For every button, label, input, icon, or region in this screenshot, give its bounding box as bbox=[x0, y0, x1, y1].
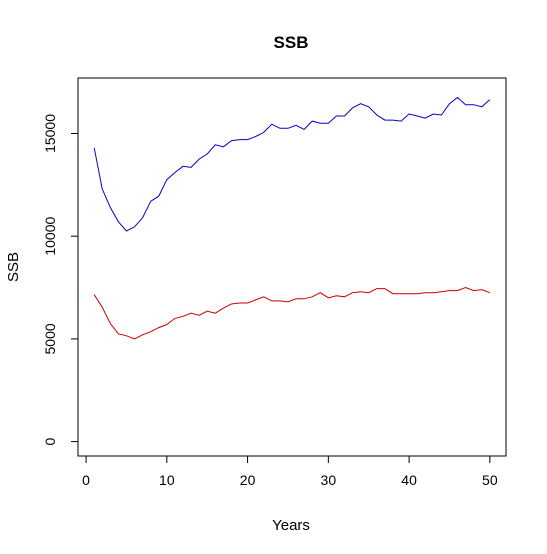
x-axis-label: Years bbox=[272, 517, 310, 534]
y-axis: 0 5000 10000 15000 bbox=[42, 114, 78, 446]
y-tick-label: 0 bbox=[42, 438, 58, 446]
y-tick-label: 5000 bbox=[42, 323, 58, 354]
series-group bbox=[94, 98, 490, 339]
y-tick-label: 10000 bbox=[42, 217, 58, 256]
x-tick-label: 0 bbox=[82, 472, 90, 488]
chart-title: SSB bbox=[274, 33, 309, 52]
x-tick-label: 30 bbox=[321, 472, 337, 488]
x-tick-label: 20 bbox=[240, 472, 256, 488]
x-tick-label: 50 bbox=[482, 472, 498, 488]
plot-area bbox=[78, 78, 506, 456]
series-line-2 bbox=[94, 288, 490, 339]
y-tick-label: 15000 bbox=[42, 114, 58, 153]
series-line-1 bbox=[94, 98, 490, 232]
y-axis-label: SSB bbox=[5, 252, 22, 282]
x-tick-label: 10 bbox=[159, 472, 175, 488]
x-tick-label: 40 bbox=[401, 472, 417, 488]
x-axis: 0 10 20 30 40 50 bbox=[82, 456, 498, 488]
